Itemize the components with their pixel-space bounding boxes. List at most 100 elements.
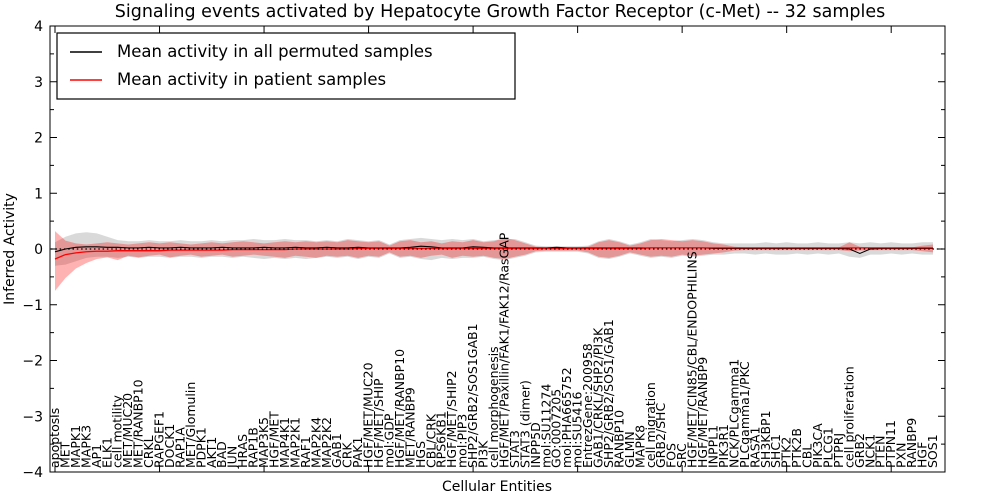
x-tick-label: MAP2K4 xyxy=(308,417,323,468)
x-tick-label: CRK xyxy=(340,442,355,468)
x-tick-label: INPP5D xyxy=(528,422,543,468)
legend-box xyxy=(56,32,516,100)
y-axis-label: Inferred Activity xyxy=(2,193,18,305)
x-tick-label: PTPRJ xyxy=(831,433,846,468)
x-tick-label: PLCgamma1/PKC xyxy=(737,361,752,468)
x-tick-label: HGS xyxy=(413,441,428,468)
y-tick-label: −4 xyxy=(22,465,43,481)
x-tick-label: MAP4K1 xyxy=(277,417,292,468)
x-tick-label: PXN xyxy=(894,443,909,468)
x-tick-label: PI3K xyxy=(476,440,491,468)
x-tick-label: NCK/PLCgamma1 xyxy=(726,359,741,468)
x-tick-label: GRB2 xyxy=(852,433,867,468)
x-tick-label: HRAS xyxy=(235,434,250,468)
x-tick-label: PTK2 xyxy=(779,437,794,468)
x-tick-label: SRC xyxy=(674,443,689,468)
x-tick-label: SH3KBP1 xyxy=(758,410,773,468)
x-tick-label: GAB1 xyxy=(329,433,344,468)
x-tick-label: PLCG1 xyxy=(820,427,835,468)
y-tick-label: 4 xyxy=(34,19,43,35)
x-tick-label: GAB1/CRKL/SHP2/PI3K xyxy=(591,327,606,468)
x-tick-label: DOCK1 xyxy=(162,424,177,468)
x-tick-label: JUN xyxy=(225,446,240,469)
x-tick-label: CBL/CRK xyxy=(423,413,438,468)
confidence-bands xyxy=(55,231,933,291)
x-tick-label: MET/RANBP10 xyxy=(131,379,146,468)
x-tick-label: RPS6KB1 xyxy=(434,411,449,468)
x-tick-label: GO:0007205 xyxy=(549,389,564,468)
x-tick-label: MAPK3 xyxy=(78,425,93,468)
x-tick-label: STAT3 (dimer) xyxy=(517,380,532,468)
x-axis-label: Cellular Entities xyxy=(442,479,552,495)
x-tick-label: SHP2/GRB2/SOS1GAB1 xyxy=(465,323,480,468)
plot-frame xyxy=(49,25,946,473)
x-tick-label: BAD xyxy=(214,441,229,468)
x-tick-label: GRB2/SHC xyxy=(653,403,668,468)
legend-label-patient: Mean activity in patient samples xyxy=(117,70,386,89)
y-tick-label: −2 xyxy=(22,354,43,370)
x-tick-label: HGF/MET/CIN85/CBL/ENDOPHILINS xyxy=(685,251,700,468)
x-tick-label: HGF/MET/SHIP xyxy=(371,378,386,468)
x-tick-label: cell morphogenesis xyxy=(486,346,501,468)
x-tick-label: MET/MUC20 xyxy=(120,393,135,468)
x-tick-label: mol:GDP xyxy=(381,413,396,468)
x-tick-label: ELK1 xyxy=(99,437,114,468)
x-tick-label: mol:SU11274 xyxy=(538,384,553,468)
x-tick-label: HGF/MET/SHIP2 xyxy=(444,370,459,468)
legend-label-permuted: Mean activity in all permuted samples xyxy=(117,42,433,61)
x-tick-label: HGF/MET xyxy=(267,411,282,468)
x-tick-label: HGF/MET/MUC20 xyxy=(361,362,376,468)
x-tick-label: mol:PHA665752 xyxy=(559,367,574,468)
x-tick-label: HGF xyxy=(915,442,930,468)
x-tick-label: STAT3 xyxy=(507,430,522,468)
x-tick-label: MET xyxy=(57,441,72,468)
x-tick-label: MAPK1 xyxy=(68,425,83,468)
x-tick-label: cell proliferation xyxy=(841,366,856,468)
x-tick-label: CBL xyxy=(800,444,815,468)
x-tick-label: PTK2B xyxy=(789,428,804,468)
x-tick-label: AP1 xyxy=(89,444,104,468)
x-tick-label: AKT1 xyxy=(204,437,219,468)
x-tick-label: MAPK8 xyxy=(632,425,647,468)
y-tick-labels: 4 3 2 1 0 −1 −2 −3 −4 xyxy=(22,19,43,481)
x-tick-label: PIK3CA xyxy=(810,423,825,468)
x-tick-label: PTPN11 xyxy=(883,420,898,468)
x-tick-label: cell motility xyxy=(110,394,125,468)
x-tick-label: cell migration xyxy=(643,382,658,468)
x-tick-label: NCK1 xyxy=(862,434,877,468)
x-tick-label: mol:PIP3 xyxy=(455,414,470,468)
x-tick-label: RAF1 xyxy=(298,436,313,468)
band-1 xyxy=(55,231,933,291)
x-tick-label: SOS1 xyxy=(925,434,940,468)
x-tick-label: MET/RANBP9 xyxy=(402,387,417,468)
x-tick-label: MAP2K1 xyxy=(287,417,302,468)
x-tick-label: RASA1 xyxy=(747,427,762,468)
y-tick-label: 0 xyxy=(34,242,43,258)
x-tick-label: SHC1 xyxy=(768,434,783,468)
x-tick-label: RANBP10 xyxy=(611,410,626,468)
x-tick-label: HGF/MET/RANBP10 xyxy=(392,349,407,468)
x-tick-label: PDPK1 xyxy=(193,427,208,468)
x-tick-label: PTEN xyxy=(873,436,888,468)
y-tick-label: 2 xyxy=(34,131,43,147)
x-tick-label: mol:SU5416 xyxy=(570,392,585,468)
x-tick-label: HGF/MET/RANBP9 xyxy=(695,357,710,468)
x-tick-label: FOS xyxy=(664,443,679,468)
x-tick-label: CRKL xyxy=(141,435,156,468)
x-tick-label: INPPL1 xyxy=(706,425,721,468)
y-tick-label: −3 xyxy=(22,409,43,425)
x-tick-label: PAK1 xyxy=(350,437,365,468)
x-tick-label: EntrezGene:200958 xyxy=(580,343,595,468)
x-tick-label: HGF/MET/Paxillin/FAK1/FAK12/RasGAP xyxy=(496,232,511,468)
x-tick-label: PIK3R1 xyxy=(716,424,731,468)
legend: Mean activity in all permuted samples Me… xyxy=(56,32,516,100)
chart-title: Signaling events activated by Hepatocyte… xyxy=(115,2,886,22)
x-tick-label: GLMN xyxy=(622,431,637,468)
x-tick-label: MAP3K5 xyxy=(256,417,271,468)
x-tick-label: RAPGEF1 xyxy=(152,411,167,468)
series-lines xyxy=(51,245,944,260)
y-tick-label: −1 xyxy=(22,298,43,314)
